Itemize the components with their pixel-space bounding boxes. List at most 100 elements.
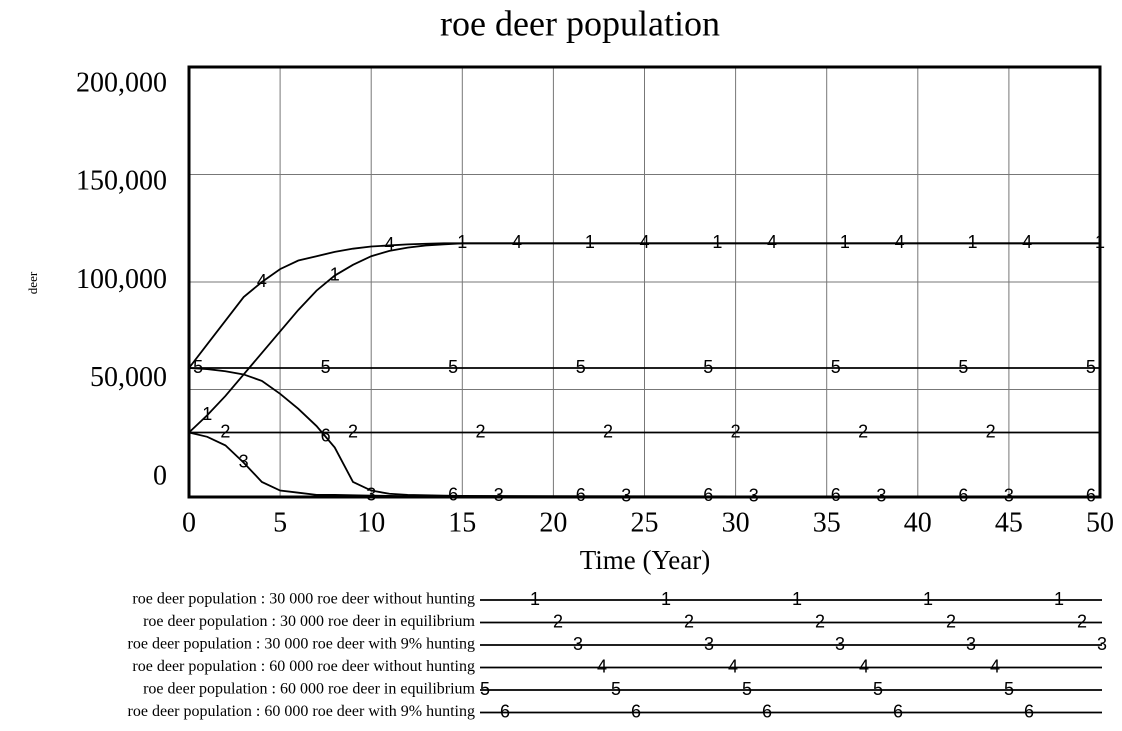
- series-marker: 5: [831, 357, 841, 377]
- series-marker: 2: [603, 421, 613, 441]
- series-marker: 6: [703, 485, 713, 505]
- series-marker: 6: [958, 485, 968, 505]
- series-marker: 4: [895, 232, 905, 252]
- x-tick-label: 5: [273, 507, 287, 538]
- series-marker: 6: [448, 485, 458, 505]
- legend-marker: 6: [631, 701, 641, 721]
- legend-marker: 4: [990, 656, 1000, 676]
- legend-marker: 3: [1097, 634, 1107, 654]
- x-tick-label: 10: [357, 507, 385, 538]
- legend-label: roe deer population : 60 000 roe deer in…: [143, 681, 475, 698]
- legend-marker: 2: [684, 611, 694, 631]
- legend-label: roe deer population : 30 000 roe deer wi…: [132, 591, 475, 608]
- x-tick-label: 25: [631, 507, 659, 538]
- series-marker: 6: [321, 426, 331, 446]
- series-line: [188, 242, 1100, 369]
- series-marker: 1: [457, 232, 467, 252]
- chart-title: roe deer population: [440, 3, 720, 43]
- legend-marker: 4: [859, 656, 869, 676]
- series-marker: 5: [1086, 357, 1096, 377]
- y-tick-label: 150,000: [76, 166, 167, 197]
- legend-label: roe deer population : 60 000 roe deer wi…: [132, 658, 475, 675]
- legend-marker: 5: [1004, 679, 1014, 699]
- series-marker: 2: [986, 421, 996, 441]
- series-marker: 1: [967, 232, 977, 252]
- legend-marker: 3: [835, 634, 845, 654]
- series-marker: 3: [621, 485, 631, 505]
- series-marker: 6: [1086, 486, 1096, 506]
- series-marker: 4: [512, 232, 522, 252]
- legend-marker: 6: [500, 701, 510, 721]
- series-marker: 1: [1095, 232, 1105, 252]
- series-marker: 1: [712, 232, 722, 252]
- legend-marker: 2: [815, 611, 825, 631]
- legend-marker: 5: [611, 679, 621, 699]
- y-tick-label: 50,000: [90, 362, 167, 393]
- y-tick-label: 200,000: [76, 67, 167, 98]
- series-marker: 2: [348, 421, 358, 441]
- legend-marker: 6: [762, 701, 772, 721]
- legend-marker: 5: [480, 679, 490, 699]
- legend-marker: 2: [946, 611, 956, 631]
- series-marker: 6: [831, 485, 841, 505]
- x-tick-label: 15: [448, 507, 476, 538]
- legend-marker: 1: [530, 589, 540, 609]
- series-marker: 3: [876, 486, 886, 506]
- legend-label: roe deer population : 60 000 roe deer wi…: [128, 703, 475, 720]
- series-marker: 4: [767, 232, 777, 252]
- x-axis-label: Time (Year): [580, 545, 711, 575]
- legend-marker: 2: [1077, 611, 1087, 631]
- x-tick-label: 20: [539, 507, 567, 538]
- series-marker: 4: [384, 234, 394, 254]
- legend-marker: 3: [573, 634, 583, 654]
- x-tick-label: 50: [1086, 507, 1114, 538]
- x-tick-label: 45: [995, 507, 1023, 538]
- legend-label: roe deer population : 30 000 roe deer in…: [143, 613, 475, 630]
- series-marker: 5: [193, 357, 203, 377]
- legend-marker: 3: [966, 634, 976, 654]
- series-marker: 5: [321, 357, 331, 377]
- series-marker: 5: [958, 357, 968, 377]
- y-axis-label: deer: [25, 271, 40, 294]
- series-marker: 3: [749, 485, 759, 505]
- series-marker: 2: [476, 421, 486, 441]
- legend-marker: 4: [728, 656, 738, 676]
- legend-marker: 1: [661, 589, 671, 609]
- legend-marker: 1: [792, 589, 802, 609]
- series-marker: 5: [703, 357, 713, 377]
- series-marker: 1: [202, 404, 212, 424]
- legend-marker: 1: [923, 589, 933, 609]
- x-tick-label: 30: [722, 507, 750, 538]
- legend-marker: 5: [873, 679, 883, 699]
- series-line: [188, 367, 1101, 498]
- series-marker: 1: [840, 232, 850, 252]
- series-marker: 4: [257, 271, 267, 291]
- legend-marker: 4: [597, 656, 607, 676]
- y-tick-label: 100,000: [76, 264, 167, 295]
- series-marker: 3: [366, 484, 376, 504]
- legend-marker: 2: [553, 611, 563, 631]
- series-marker: 4: [1022, 232, 1032, 252]
- series-marker: 6: [576, 485, 586, 505]
- x-tick-label: 35: [813, 507, 841, 538]
- series-marker: 3: [1004, 486, 1014, 506]
- series-marker: 4: [639, 232, 649, 252]
- series-marker: 3: [239, 451, 249, 471]
- legend-label: roe deer population : 30 000 roe deer wi…: [128, 636, 475, 653]
- legend-marker: 6: [893, 701, 903, 721]
- series-marker: 2: [220, 421, 230, 441]
- series-marker: 1: [330, 264, 340, 284]
- series-marker: 5: [576, 357, 586, 377]
- series-marker: 5: [448, 357, 458, 377]
- legend-marker: 6: [1024, 701, 1034, 721]
- series-marker: 2: [858, 421, 868, 441]
- series-marker: 1: [585, 232, 595, 252]
- y-tick-label: 0: [153, 460, 167, 491]
- series-marker: 2: [731, 421, 741, 441]
- x-tick-label: 40: [904, 507, 932, 538]
- x-tick-label: 0: [182, 507, 196, 538]
- legend-marker: 1: [1054, 589, 1064, 609]
- legend-marker: 3: [704, 634, 714, 654]
- legend-marker: 5: [742, 679, 752, 699]
